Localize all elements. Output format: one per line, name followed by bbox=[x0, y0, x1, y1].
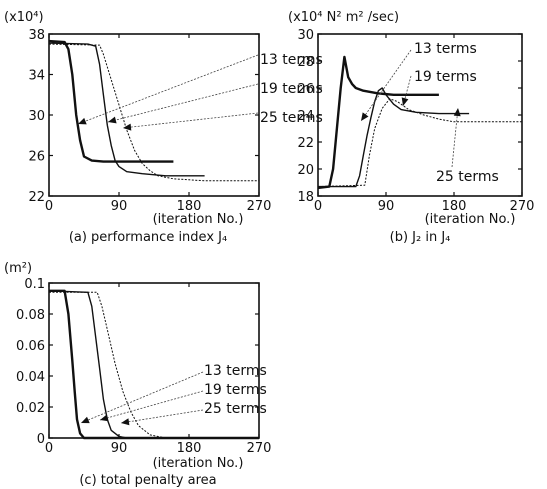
series-label: 25 terms bbox=[204, 401, 267, 417]
annotation-arrowhead bbox=[100, 415, 109, 422]
x-axis-label: (iteration No.) bbox=[425, 212, 516, 227]
x-tick-label: 270 bbox=[247, 199, 272, 214]
chart-0 bbox=[49, 34, 259, 196]
annotation-leader bbox=[121, 410, 203, 423]
chart-caption: (b) J₂ in J₄ bbox=[390, 230, 451, 245]
annotation-leader bbox=[78, 55, 258, 124]
series-line-19-terms bbox=[49, 43, 205, 176]
x-tick-label: 90 bbox=[111, 441, 128, 456]
annotation-leader bbox=[100, 391, 203, 420]
annotation-leader bbox=[81, 372, 203, 423]
chart-caption: (c) total penalty area bbox=[79, 473, 216, 488]
annotation-leader bbox=[108, 84, 258, 122]
y-tick-label: 34 bbox=[28, 69, 45, 84]
annotation-leader bbox=[452, 108, 458, 167]
y-tick-label: 0 bbox=[37, 432, 45, 447]
x-tick-label: 270 bbox=[247, 441, 272, 456]
series-label: 19 terms bbox=[414, 69, 477, 85]
y-tick-label: 18 bbox=[297, 190, 314, 205]
series-label: 13 terms bbox=[204, 363, 267, 379]
y-tick-label: 26 bbox=[28, 150, 45, 165]
y-tick-label: 22 bbox=[297, 136, 314, 151]
x-tick-label: 90 bbox=[378, 199, 395, 214]
annotation-arrowhead bbox=[454, 108, 461, 116]
chart-caption: (a) performance index J₄ bbox=[69, 230, 227, 245]
annotation-arrowhead bbox=[121, 418, 129, 425]
annotation-arrowhead bbox=[402, 97, 409, 106]
series-label: 19 terms bbox=[204, 382, 267, 398]
y-unit-label: (x10⁴) bbox=[4, 10, 44, 25]
y-tick-label: 0.06 bbox=[16, 339, 45, 354]
y-tick-label: 0.08 bbox=[16, 308, 45, 323]
y-tick-label: 38 bbox=[28, 28, 45, 43]
y-tick-label: 24 bbox=[297, 109, 314, 124]
annotation-arrowhead bbox=[108, 117, 117, 124]
x-tick-label: 180 bbox=[177, 441, 202, 456]
y-unit-label: (m²) bbox=[4, 261, 32, 276]
y-tick-label: 0.04 bbox=[16, 370, 45, 385]
series-label: 25 terms bbox=[436, 169, 499, 185]
y-tick-label: 20 bbox=[297, 163, 314, 178]
annotation-leader bbox=[123, 113, 258, 128]
y-tick-label: 28 bbox=[297, 55, 314, 70]
series-line-25-terms bbox=[49, 44, 259, 181]
x-tick-label: 90 bbox=[111, 199, 128, 214]
annotation-arrowhead bbox=[78, 118, 87, 125]
y-tick-label: 22 bbox=[28, 190, 45, 205]
annotation-arrowhead bbox=[123, 124, 131, 131]
y-tick-label: 26 bbox=[297, 82, 314, 97]
plot-frame bbox=[49, 34, 259, 196]
x-tick-label: 0 bbox=[314, 199, 322, 214]
y-tick-label: 30 bbox=[297, 28, 314, 43]
x-axis-label: (iteration No.) bbox=[153, 212, 244, 227]
annotation-arrowhead bbox=[361, 112, 369, 121]
y-tick-label: 0.02 bbox=[16, 401, 45, 416]
x-tick-label: 0 bbox=[45, 199, 53, 214]
series-label: 13 terms bbox=[414, 41, 477, 57]
x-axis-label: (iteration No.) bbox=[153, 456, 244, 471]
x-tick-label: 0 bbox=[45, 441, 53, 456]
y-tick-label: 0.1 bbox=[24, 277, 45, 292]
y-tick-label: 30 bbox=[28, 109, 45, 124]
y-unit-label: (x10⁴ N² m² /sec) bbox=[288, 10, 399, 25]
